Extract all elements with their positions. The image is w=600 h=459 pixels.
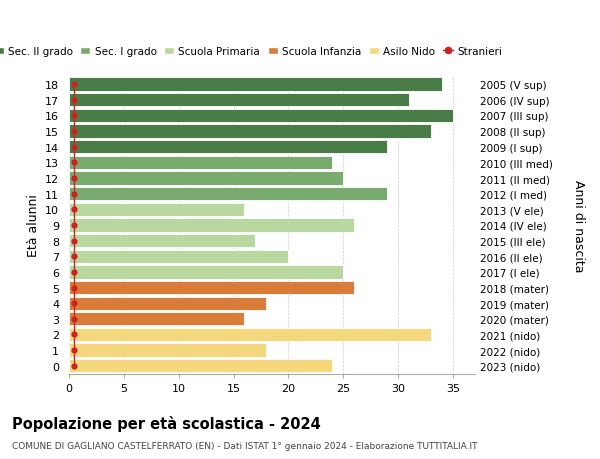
Bar (69, 344, 266, 357)
Bar (69, 203, 244, 217)
Bar (69, 235, 256, 248)
Bar (69, 157, 332, 170)
Bar (69, 110, 453, 123)
Bar (69, 172, 343, 185)
Bar (69, 297, 266, 310)
Y-axis label: Età alunni: Età alunni (26, 194, 40, 257)
Bar (69, 141, 387, 154)
Bar (69, 313, 244, 326)
Bar (69, 359, 332, 373)
Bar (69, 125, 431, 139)
Bar (69, 78, 442, 92)
Text: Popolazione per età scolastica - 2024: Popolazione per età scolastica - 2024 (12, 415, 321, 431)
Bar (69, 266, 343, 279)
Y-axis label: Anni di nascita: Anni di nascita (572, 179, 585, 272)
Bar (69, 250, 289, 263)
Bar (69, 281, 354, 295)
Bar (69, 219, 354, 232)
Bar (69, 94, 409, 107)
Text: COMUNE DI GAGLIANO CASTELFERRATO (EN) - Dati ISTAT 1° gennaio 2024 - Elaborazion: COMUNE DI GAGLIANO CASTELFERRATO (EN) - … (12, 441, 478, 450)
Bar (69, 188, 387, 201)
Bar (69, 328, 431, 341)
Legend: Sec. II grado, Sec. I grado, Scuola Primaria, Scuola Infanzia, Asilo Nido, Stran: Sec. II grado, Sec. I grado, Scuola Prim… (0, 43, 506, 61)
